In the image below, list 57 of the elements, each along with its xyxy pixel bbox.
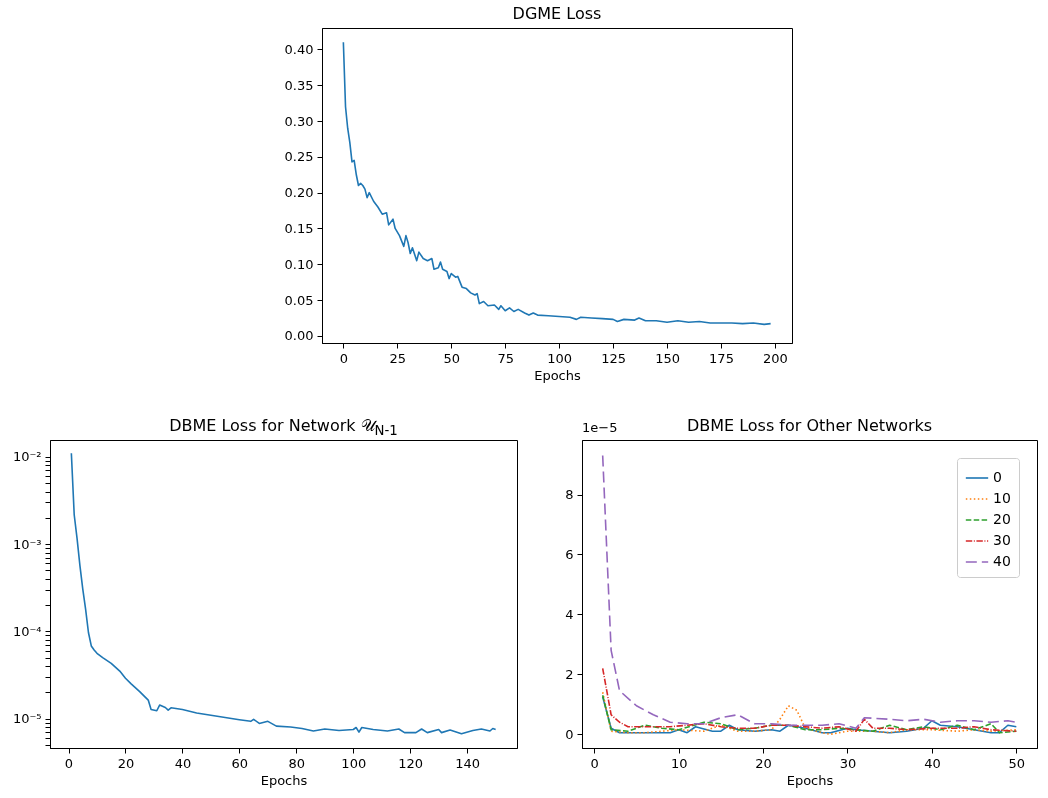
legend-label: 20 [993,511,1011,527]
line-series [601,454,1018,730]
x-axis-title: Epochs [534,367,582,383]
x-tick-label: 40 [174,755,192,771]
x-tick-label: 80 [288,755,306,771]
chart-title: DBME Loss for Other Networks [686,416,933,435]
legend-label: 30 [993,532,1011,548]
y-tick-label: 10⁻⁵ [12,711,42,727]
y-tick-label: 0.15 [284,220,314,236]
y-tick-label: 0.30 [284,113,314,129]
y-tick-label: 8 [565,487,574,503]
y-tick-label: 0 [565,726,574,742]
y-tick-label: 4 [565,606,574,622]
x-tick-label: 20 [117,755,135,771]
x-tick-label: 0 [339,350,348,366]
line-series [601,667,1018,733]
x-tick-label: 140 [455,755,481,771]
x-tick-label: 175 [709,350,734,366]
y-tick-label: 10⁻⁴ [12,623,42,639]
y-tick-label: 10⁻² [12,449,42,465]
y-tick-label: 2 [565,666,574,682]
x-tick-label: 120 [398,755,424,771]
x-tick-label: 0 [590,755,599,771]
y-tick-label: 0.05 [284,292,314,308]
x-tick-label: 50 [443,350,461,366]
text: 1e−5 [582,420,618,435]
y-tick-label: 10⁻³ [12,536,42,552]
x-tick-label: 10 [670,755,688,771]
x-tick-label: 50 [1008,755,1026,771]
y-tick-label: 0.10 [284,256,314,272]
x-tick-label: 100 [547,350,573,366]
x-tick-label: 60 [231,755,249,771]
y-tick-label: 6 [565,546,574,562]
x-axis-title: Epochs [260,772,308,788]
x-tick-label: 20 [755,755,772,771]
x-tick-label: 200 [763,350,788,366]
chart-title: DGME Loss [512,4,602,23]
x-tick-label: 125 [601,350,627,366]
y-tick-label: 0.35 [284,77,314,93]
line-series [342,41,772,326]
y-tick-label: 0.00 [284,328,314,344]
line-series [70,452,497,735]
x-tick-label: 30 [839,755,857,771]
legend-label: 40 [993,553,1011,569]
x-tick-label: 0 [64,755,74,771]
chart-title: DBME Loss for Network 𝒰$_{N-1}$ [169,416,398,439]
x-tick-label: 75 [497,350,514,366]
x-tick-label: 40 [924,755,941,771]
y-tick-label: 0.20 [284,185,314,201]
x-tick-label: 150 [655,350,680,366]
legend-label: 10 [993,490,1011,506]
legend-label: 0 [993,469,1002,485]
x-tick-label: 25 [389,350,407,366]
y-tick-label: 0.25 [284,149,314,165]
y-tick-label: 0.40 [284,41,314,57]
x-tick-label: 100 [341,755,367,771]
x-axis-title: Epochs [786,772,834,788]
